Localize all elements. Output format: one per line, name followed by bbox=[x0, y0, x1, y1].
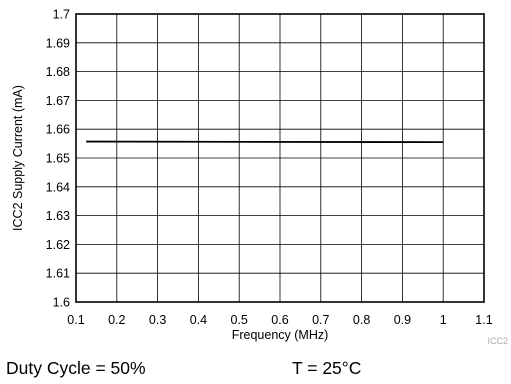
x-tick-label: 0.4 bbox=[190, 313, 207, 327]
x-axis-label: Frequency (MHz) bbox=[232, 328, 329, 342]
x-tick-label: 0.5 bbox=[231, 313, 248, 327]
chart-svg: 1.71.691.681.671.661.651.641.631.621.611… bbox=[11, 8, 508, 347]
x-tick-labels: 0.1 0.2 0.3 0.4 0.5 0.6 0.7 0.8 0.9 1 1.1 bbox=[67, 313, 492, 327]
y-axis-label: ICC2 Supply Current (mA) bbox=[11, 85, 25, 231]
y-tick-label: 1.67 bbox=[46, 94, 70, 108]
series-line bbox=[86, 140, 444, 144]
series-layer bbox=[86, 140, 444, 144]
x-tick-label: 0.3 bbox=[149, 313, 166, 327]
x-tick-label: 0.7 bbox=[312, 313, 329, 327]
x-tick-label: 1.1 bbox=[475, 313, 492, 327]
y-tick-label: 1.64 bbox=[46, 180, 70, 194]
temperature-caption: T = 25°C bbox=[292, 358, 362, 378]
y-tick-label: 1.63 bbox=[46, 209, 70, 223]
x-tick-label: 0.8 bbox=[353, 313, 370, 327]
watermark: ICC2 bbox=[487, 336, 508, 346]
y-tick-label: 1.6 bbox=[53, 296, 70, 310]
gridlines bbox=[76, 14, 484, 302]
x-tick-label: 0.2 bbox=[108, 313, 125, 327]
x-tick-label: 1 bbox=[440, 313, 447, 327]
y-tick-label: 1.61 bbox=[46, 267, 70, 281]
x-tick-label: 0.6 bbox=[271, 313, 288, 327]
plot-area bbox=[75, 13, 485, 303]
y-tick-label: 1.66 bbox=[46, 123, 70, 137]
y-tick-label: 1.62 bbox=[46, 238, 70, 252]
y-tick-label: 1.68 bbox=[46, 65, 70, 79]
x-tick-label: 0.1 bbox=[67, 313, 84, 327]
y-tick-labels: 1.7 1.69 1.68 1.67 1.66 1.65 1.64 1.63 1.62 1.61 1… bbox=[46, 8, 70, 310]
y-tick-label: 1.7 bbox=[53, 8, 70, 22]
y-tick-label: 1.69 bbox=[46, 36, 70, 50]
x-tick-label: 0.9 bbox=[394, 313, 411, 327]
duty-cycle-caption: Duty Cycle = 50% bbox=[6, 358, 146, 378]
y-tick-label: 1.65 bbox=[46, 152, 70, 166]
